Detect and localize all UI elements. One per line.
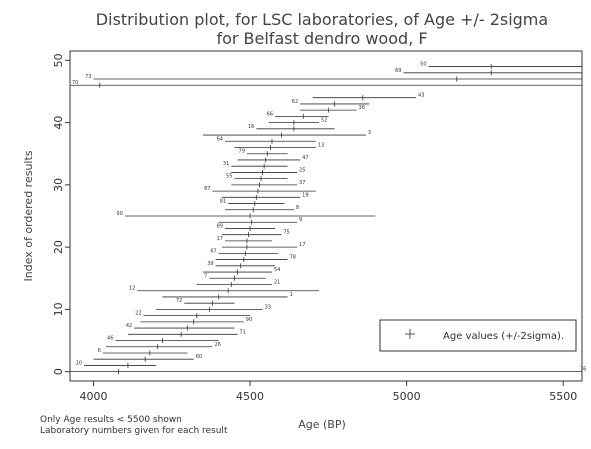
y-tick-label: 50	[52, 53, 65, 67]
lab-number-label: 46	[107, 336, 113, 342]
plot-frame	[69, 50, 583, 382]
y-tick-label: 40	[52, 116, 65, 130]
lab-number-label: 16	[248, 124, 254, 130]
lab-number-label: 50	[420, 62, 426, 68]
y-axis-label: Index of ordered results	[22, 150, 35, 281]
lab-number-label: 76	[580, 367, 586, 373]
y-tick-label: 20	[52, 240, 65, 254]
lab-number-label: 62	[292, 99, 298, 105]
lab-number-label: 66	[267, 111, 273, 117]
legend-box	[379, 319, 577, 352]
lab-number-label: 87	[204, 186, 210, 192]
lab-number-label: 13	[318, 143, 324, 149]
lab-number-label: 22	[135, 311, 141, 317]
lab-number-label: 70	[72, 80, 78, 86]
lab-number-label: 75	[283, 230, 289, 236]
lab-number-label: 17	[217, 236, 223, 242]
x-tick-label: 5000	[393, 390, 421, 403]
chart-title-line-2: for Belfast dendro wood, F	[216, 29, 427, 48]
lab-number-label: 79	[239, 149, 245, 155]
lab-number-label: 71	[240, 329, 246, 335]
lab-number-label: 17	[299, 242, 305, 248]
lab-number-label: 42	[126, 323, 132, 329]
lab-number-label: 64	[217, 136, 223, 142]
lab-number-label: 90	[116, 211, 122, 217]
lab-number-label: 52	[321, 118, 327, 124]
lab-number-label: 39	[207, 261, 213, 267]
lab-number-label: 7	[204, 273, 207, 279]
x-axis-label: Age (BP)	[298, 418, 346, 431]
lab-number-label: 72	[176, 298, 182, 304]
lab-number-label: 33	[265, 304, 271, 310]
x-tick-label: 4500	[236, 390, 264, 403]
note-line-1: Only Age results < 5500 shown	[40, 415, 182, 425]
legend: Age values (+/-2sigma).	[379, 319, 577, 352]
lab-number-label: 90	[246, 317, 252, 323]
x-tick-label: 5500	[549, 390, 577, 403]
note-line-2: Laboratory numbers given for each result	[40, 426, 228, 436]
lab-number-label: 37	[299, 180, 305, 186]
lab-number-label: 19	[302, 192, 308, 198]
lab-number-label: 69	[395, 68, 401, 74]
y-tick-label: 30	[52, 178, 65, 192]
lab-number-label: 10	[76, 360, 82, 366]
lab-number-label: 8	[296, 205, 299, 211]
lab-number-label: 1	[290, 292, 293, 298]
lab-number-label: 25	[299, 167, 305, 173]
y-tick-label: 10	[52, 302, 65, 316]
y-axis: 0 10 20 30 40 50	[52, 53, 70, 375]
x-axis: 4000 4500 5000 5500	[79, 381, 577, 403]
lab-number-label: 47	[302, 155, 308, 161]
x-tick-label: 4000	[79, 390, 107, 403]
legend-label: Age values (+/-2sigma).	[443, 331, 564, 342]
lab-number-label: 89	[217, 223, 223, 229]
lab-number-label: 81	[220, 199, 226, 205]
lab-number-label: 60	[196, 354, 202, 360]
lab-number-label: 31	[223, 161, 229, 167]
lab-number-label: 43	[418, 93, 424, 99]
lab-number-label: 55	[226, 174, 232, 180]
lab-number-label: 67	[210, 248, 216, 254]
lab-number-label: 9	[299, 217, 302, 223]
lab-number-label: 12	[129, 286, 135, 292]
lab-number-label: 54	[274, 267, 280, 273]
y-tick-label: 0	[52, 368, 65, 375]
lab-number-label: 26	[214, 342, 220, 348]
lab-number-label: 78	[290, 255, 296, 261]
lab-number-label: 36	[359, 105, 365, 111]
chart-title-line-1: Distribution plot, for LSC laboratories,…	[96, 10, 548, 29]
lab-number-label: 73	[85, 74, 91, 80]
data-marks: 7610606264671429022337211221754397867171…	[70, 62, 586, 375]
lab-number-label: 6	[98, 348, 101, 354]
lab-number-label: 3	[368, 130, 371, 136]
lab-number-label: 21	[274, 279, 280, 285]
